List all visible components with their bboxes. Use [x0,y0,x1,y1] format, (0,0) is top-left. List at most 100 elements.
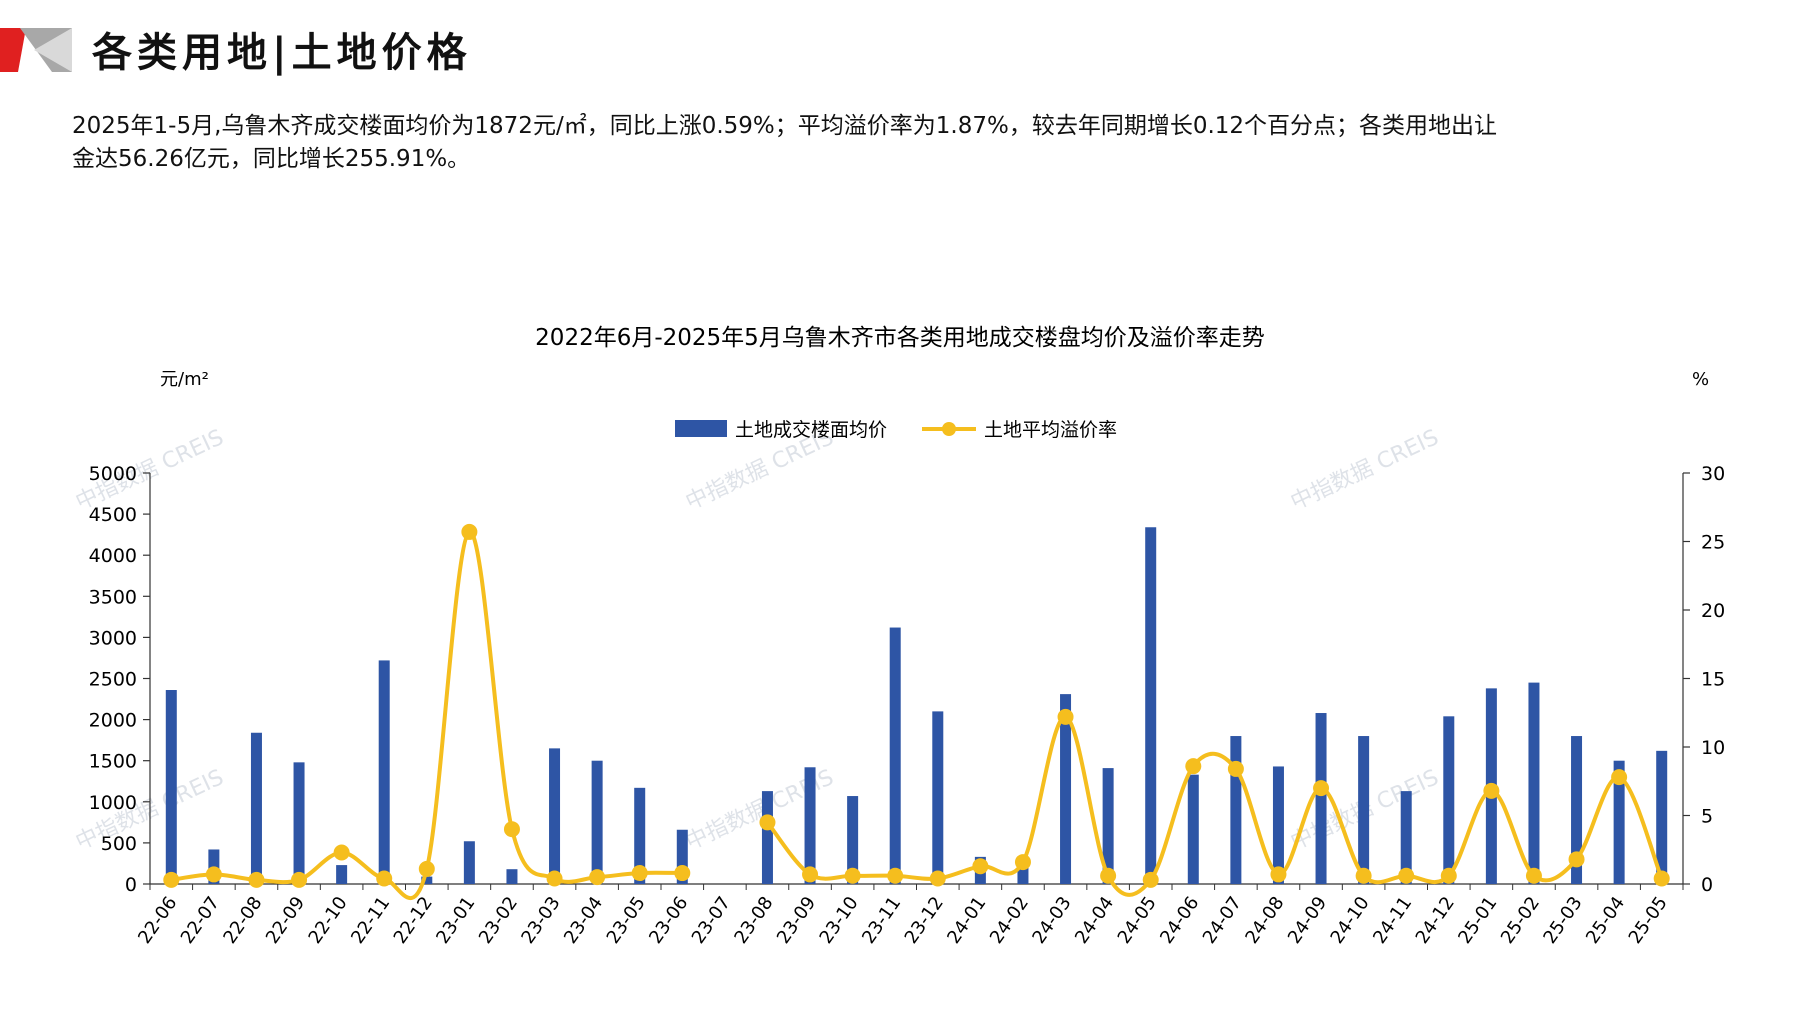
right-tick-label: 15 [1701,669,1725,691]
legend-bar-label: 土地成交楼面均价 [735,419,887,441]
legend-line-marker [942,422,956,436]
right-tick-label: 10 [1701,737,1725,759]
left-tick-label: 1500 [89,751,137,773]
left-tick-label: 1000 [89,792,137,814]
x-label-24-04: 24-04 [1071,893,1118,948]
x-label-23-07: 23-07 [688,893,735,948]
x-label-25-03: 25-03 [1539,893,1586,948]
bar-25-05 [1656,750,1668,884]
x-label-23-09: 23-09 [773,893,820,948]
bar-22-09 [293,762,305,884]
bar-25-02 [1528,682,1540,884]
rate-point-22-12 [418,860,435,877]
rate-point-24-08 [1270,866,1287,883]
left-tick-label: 0 [125,874,137,896]
x-label-24-06: 24-06 [1156,893,1203,948]
x-label-22-06: 22-06 [134,893,181,948]
x-label-24-11: 24-11 [1369,893,1416,948]
x-label-23-06: 23-06 [645,893,692,948]
x-label-23-08: 23-08 [730,893,777,948]
x-label-23-11: 23-11 [858,893,905,948]
x-label-23-10: 23-10 [816,893,863,948]
legend: 土地成交楼面均价 土地平均溢价率 [675,419,1117,441]
right-tick-label: 30 [1701,463,1725,485]
rate-point-22-06 [163,871,180,888]
rate-point-24-10 [1355,867,1372,884]
x-label-22-11: 22-11 [347,893,394,948]
rate-point-24-05 [1142,871,1159,888]
x-label-24-02: 24-02 [986,893,1033,948]
x-label-23-02: 23-02 [475,893,522,948]
x-label-24-10: 24-10 [1327,893,1374,948]
rate-point-25-04 [1611,769,1628,786]
left-tick-label: 4500 [89,504,137,526]
right-tick-label: 20 [1701,600,1725,622]
rate-point-23-10 [844,867,861,884]
rate-point-23-08 [759,814,776,831]
rate-point-24-02 [1014,854,1031,871]
rate-point-23-04 [589,869,606,886]
bar-24-02 [1017,860,1029,884]
rate-point-24-03 [1057,708,1074,725]
legend-line-label: 土地平均溢价率 [984,419,1117,441]
x-label-22-09: 22-09 [262,893,309,948]
bar-23-02 [506,869,518,884]
x-label-24-12: 24-12 [1412,893,1459,948]
rate-point-22-09 [291,871,308,888]
rate-point-24-07 [1227,760,1244,777]
right-axis-unit: % [1692,369,1709,390]
x-label-23-03: 23-03 [517,893,564,948]
bar-series [165,527,1668,884]
rate-point-24-01 [972,858,989,875]
rate-point-22-11 [376,870,393,887]
rate-point-22-07 [205,866,222,883]
summary-line-2: 金达56.26亿元，同比增长255.91%。 [72,146,471,172]
x-label-24-07: 24-07 [1199,893,1246,948]
bar-24-09 [1315,713,1327,884]
left-tick-label: 2500 [89,669,137,691]
bar-23-06 [676,829,688,884]
left-axis-unit: 元/m² [160,369,209,390]
bar-24-12 [1443,716,1455,884]
rate-point-23-11 [887,867,904,884]
line-series [163,523,1670,900]
left-tick-label: 4000 [89,545,137,567]
right-tick-label: 5 [1701,806,1713,828]
rate-point-24-12 [1440,867,1457,884]
x-label-24-05: 24-05 [1114,893,1161,948]
x-axis-labels: 22-0622-0722-0822-0922-1022-1122-1223-01… [134,893,1672,948]
x-label-22-08: 22-08 [219,893,266,948]
x-label-24-03: 24-03 [1028,893,1075,948]
right-tick-label: 25 [1701,532,1725,554]
left-tick-label: 2000 [89,710,137,732]
bar-22-10 [336,865,348,884]
x-label-25-05: 25-05 [1625,893,1672,948]
premium-rate-line [171,529,683,900]
rate-point-24-06 [1185,758,1202,775]
rate-point-24-09 [1313,780,1330,797]
bar-23-08 [761,791,773,884]
bar-23-10 [847,796,859,884]
bar-23-04 [591,760,603,884]
bar-25-03 [1571,736,1583,884]
bar-23-09 [804,767,816,884]
rate-point-23-02 [503,821,520,838]
rate-point-23-05 [631,865,648,882]
bar-23-05 [634,787,646,884]
rate-point-23-01 [461,523,478,540]
rate-point-25-05 [1653,870,1670,887]
bar-22-06 [165,690,177,884]
bar-23-01 [463,841,475,884]
legend-bar-swatch [675,420,727,437]
x-label-24-08: 24-08 [1241,893,1288,948]
premium-rate-line [765,714,1664,897]
rate-point-25-03 [1568,851,1585,868]
left-tick-label: 5000 [89,463,137,485]
rate-point-24-04 [1100,867,1117,884]
rate-point-23-03 [546,870,563,887]
summary-text: 2025年1-5月,乌鲁木齐成交楼面均价为1872元/㎡，同比上涨0.59%；平… [72,110,1732,176]
left-tick-label: 500 [101,833,137,855]
x-label-23-12: 23-12 [901,893,948,948]
bar-24-11 [1400,791,1412,884]
bar-24-10 [1358,736,1370,884]
